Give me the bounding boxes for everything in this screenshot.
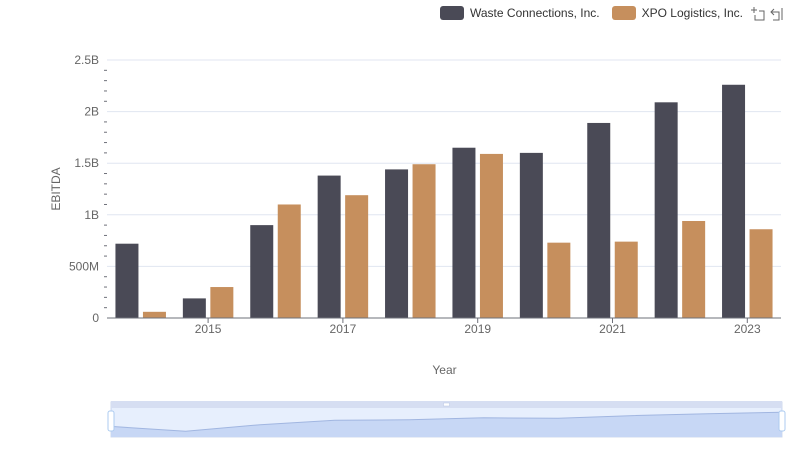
legend-label-waste-connections: Waste Connections, Inc. [470, 6, 600, 20]
bar-xpo-logistics-2021[interactable] [614, 241, 638, 318]
y-axis-title: EBITDA [49, 167, 63, 210]
bar-waste-connections-2023[interactable] [722, 84, 746, 318]
legend-swatch-waste-connections [440, 6, 464, 20]
x-tick-label: 2015 [195, 322, 222, 336]
y-tick-label: 2.5B [74, 53, 99, 67]
legend: Waste Connections, Inc. XPO Logistics, I… [440, 4, 755, 22]
x-tick-label: 2021 [599, 322, 626, 336]
legend-swatch-xpo-logistics [611, 6, 636, 20]
bar-xpo-logistics-2016[interactable] [277, 204, 301, 318]
bar-xpo-logistics-2018[interactable] [412, 164, 436, 318]
bar-waste-connections-2016[interactable] [250, 225, 274, 318]
y-tick-label: 1B [84, 208, 99, 222]
x-tick-label: 2017 [330, 322, 357, 336]
y-tick-label: 500M [69, 259, 99, 273]
bar-waste-connections-2018[interactable] [385, 169, 409, 318]
bar-xpo-logistics-2020[interactable] [547, 242, 571, 318]
data-zoom-slider[interactable] [107, 401, 786, 438]
data-zoom-grip-icon [443, 402, 450, 407]
bar-xpo-logistics-2017[interactable] [345, 195, 369, 318]
data-zoom-preview-line [110, 411, 783, 432]
bar-waste-connections-2022[interactable] [654, 102, 678, 318]
bar-xpo-logistics-2019[interactable] [479, 153, 503, 318]
bar-xpo-logistics-2015[interactable] [210, 287, 234, 318]
x-tick-label: 2019 [464, 322, 491, 336]
zoom-icon[interactable] [750, 6, 766, 22]
bar-xpo-logistics-2022[interactable] [682, 220, 706, 318]
legend-item-xpo-logistics[interactable]: XPO Logistics, Inc. [611, 6, 743, 20]
x-tick-label: 2023 [734, 322, 761, 336]
data-zoom-handle-start[interactable] [107, 410, 115, 432]
legend-item-waste-connections[interactable]: Waste Connections, Inc. [440, 6, 600, 20]
bar-waste-connections-2021[interactable] [587, 122, 611, 319]
bar-waste-connections-2020[interactable] [519, 152, 543, 318]
x-axis-title: Year [432, 363, 456, 377]
y-axis-labels: 0 500M 1B 1.5B 2B 2.5B [69, 53, 99, 325]
legend-label-xpo-logistics: XPO Logistics, Inc. [641, 6, 743, 20]
restore-icon[interactable] [770, 6, 786, 22]
x-axis-ticks: 2015 2017 2019 2021 2023 [195, 318, 761, 336]
y-minor-ticks [104, 69, 107, 309]
y-tick-label: 0 [92, 311, 99, 325]
bar-waste-connections-2017[interactable] [317, 175, 341, 318]
data-zoom-handle-end[interactable] [778, 410, 786, 432]
bar-waste-connections-2015[interactable] [182, 298, 206, 318]
bar-waste-connections-2019[interactable] [452, 147, 476, 318]
bar-xpo-logistics-2014[interactable] [142, 311, 166, 318]
toolbox [746, 6, 786, 22]
data-zoom-preview-area [111, 412, 782, 437]
bar-waste-connections-2014[interactable] [115, 243, 139, 318]
bar-xpo-logistics-2023[interactable] [749, 229, 773, 318]
y-tick-label: 1.5B [74, 156, 99, 170]
grid-lines [107, 59, 781, 267]
bars [115, 84, 773, 319]
y-tick-label: 2B [84, 105, 99, 119]
